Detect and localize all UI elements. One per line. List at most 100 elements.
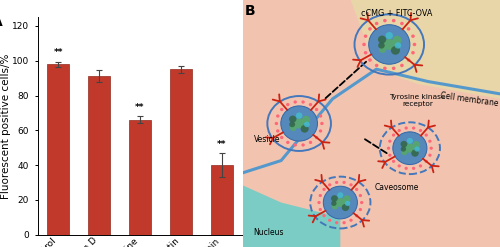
Bar [47, 64, 70, 235]
Circle shape [378, 36, 386, 43]
Circle shape [419, 129, 422, 132]
Circle shape [309, 103, 312, 106]
Circle shape [319, 114, 322, 118]
Circle shape [384, 39, 395, 50]
Circle shape [289, 122, 295, 127]
Circle shape [328, 183, 332, 186]
Circle shape [404, 167, 408, 170]
Bar [88, 76, 110, 235]
Circle shape [289, 116, 296, 123]
Polygon shape [242, 185, 340, 247]
Circle shape [318, 194, 322, 197]
Circle shape [400, 64, 404, 67]
Circle shape [280, 136, 283, 139]
Text: **: ** [217, 140, 226, 149]
Circle shape [368, 58, 372, 62]
Circle shape [411, 34, 415, 38]
Circle shape [318, 201, 320, 204]
Circle shape [296, 112, 302, 119]
Circle shape [362, 43, 366, 46]
Circle shape [276, 129, 280, 133]
Circle shape [424, 160, 428, 163]
Circle shape [342, 181, 345, 184]
Circle shape [402, 149, 407, 155]
Circle shape [428, 154, 432, 157]
Circle shape [383, 67, 386, 70]
Circle shape [364, 51, 368, 55]
Text: Caveosome: Caveosome [375, 183, 419, 192]
Circle shape [404, 126, 408, 130]
Circle shape [392, 133, 395, 137]
Circle shape [302, 116, 310, 124]
Circle shape [388, 140, 392, 143]
Circle shape [412, 43, 416, 46]
Circle shape [331, 195, 338, 202]
Circle shape [315, 136, 318, 139]
Circle shape [322, 188, 326, 191]
Circle shape [407, 58, 410, 62]
Circle shape [428, 140, 432, 143]
Circle shape [281, 106, 318, 141]
Text: B: B [245, 4, 256, 18]
Text: **: ** [135, 103, 145, 112]
Text: Nucleus: Nucleus [253, 228, 284, 237]
Circle shape [342, 204, 349, 211]
Circle shape [375, 64, 378, 67]
Circle shape [280, 108, 283, 111]
Circle shape [368, 27, 372, 31]
Circle shape [392, 36, 402, 44]
Circle shape [335, 221, 338, 224]
Circle shape [412, 141, 420, 148]
Circle shape [294, 119, 304, 128]
Circle shape [386, 32, 393, 39]
Circle shape [276, 114, 280, 118]
Bar [128, 120, 152, 235]
Circle shape [412, 126, 415, 130]
Circle shape [398, 129, 401, 132]
Polygon shape [350, 0, 500, 99]
Circle shape [332, 204, 338, 209]
Circle shape [355, 188, 358, 191]
Circle shape [412, 167, 415, 170]
Circle shape [407, 138, 413, 144]
Circle shape [343, 195, 350, 203]
Circle shape [387, 147, 390, 150]
Circle shape [324, 186, 358, 219]
Circle shape [350, 219, 352, 222]
Y-axis label: Fluorescent positive cells/%: Fluorescent positive cells/% [0, 53, 10, 199]
Circle shape [383, 19, 386, 22]
Text: A: A [0, 15, 3, 29]
Circle shape [328, 219, 332, 222]
Circle shape [319, 129, 322, 133]
Circle shape [411, 149, 418, 157]
Circle shape [405, 144, 414, 153]
Circle shape [302, 143, 305, 147]
Circle shape [424, 133, 428, 137]
Circle shape [320, 122, 324, 125]
Circle shape [400, 141, 407, 147]
Circle shape [358, 194, 362, 197]
Circle shape [379, 46, 386, 53]
Circle shape [393, 132, 427, 165]
Circle shape [392, 67, 396, 70]
Circle shape [364, 34, 368, 38]
Circle shape [300, 125, 308, 133]
Circle shape [355, 214, 358, 217]
Text: Tyrosine kinase
receptor: Tyrosine kinase receptor [390, 94, 446, 107]
Circle shape [302, 100, 305, 104]
Text: cCMG + FITC-OVA: cCMG + FITC-OVA [362, 9, 432, 18]
Circle shape [294, 100, 297, 104]
Circle shape [375, 22, 378, 25]
Circle shape [430, 147, 433, 150]
Circle shape [309, 141, 312, 144]
Circle shape [315, 108, 318, 111]
Circle shape [290, 125, 296, 131]
Circle shape [392, 160, 395, 163]
Circle shape [414, 146, 420, 152]
Circle shape [304, 122, 310, 127]
Circle shape [345, 201, 350, 206]
Circle shape [358, 208, 362, 211]
Circle shape [360, 201, 364, 204]
Text: **: ** [54, 48, 63, 57]
Circle shape [338, 192, 344, 198]
